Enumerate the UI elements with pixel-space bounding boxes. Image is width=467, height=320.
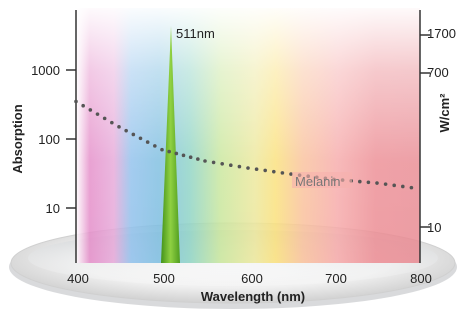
y-right-tick-1700: 1700 [427, 26, 456, 41]
right-ticks [420, 34, 430, 228]
melanin-dot [263, 168, 268, 173]
melanin-dot [124, 128, 128, 133]
melanin-dot [280, 171, 285, 175]
melanin-dot [220, 161, 224, 166]
melanin-dot [181, 153, 186, 158]
melanin-dot [196, 157, 200, 161]
y-right-label: W/cm² [437, 93, 452, 133]
x-tick-800: 800 [410, 271, 432, 286]
melanin-dot [138, 136, 143, 141]
melanin-dot [203, 159, 207, 163]
y-right-tick-700: 700 [427, 65, 449, 80]
melanin-dot [110, 120, 114, 125]
melanin-dot [392, 183, 397, 188]
x-axis-label: Wavelength (nm) [201, 289, 305, 304]
melanin-label: Melanin [295, 174, 341, 189]
melanin-dot [383, 182, 388, 186]
melanin-dot [160, 147, 164, 152]
y-left-tick-1000: 1000 [31, 63, 60, 78]
melanin-dot [88, 108, 93, 112]
laser-label: 511nm [176, 26, 215, 41]
melanin-dot [272, 169, 276, 174]
melanin-dot [401, 184, 405, 189]
y-left-tick-10: 10 [46, 201, 60, 216]
melanin-dot [229, 163, 233, 167]
melanin-dot [145, 140, 150, 144]
melanin-dot [409, 185, 414, 190]
x-tick-500: 500 [153, 271, 175, 286]
melanin-dot [81, 103, 85, 108]
melanin-dot [102, 116, 107, 121]
y-right-tick-10: 10 [427, 220, 441, 235]
melanin-dot [131, 132, 136, 137]
melanin-dot [188, 155, 193, 160]
melanin-dot [167, 149, 171, 154]
melanin-dot [95, 112, 100, 116]
melanin-dot [375, 181, 379, 185]
x-tick-700: 700 [325, 271, 347, 286]
melanin-dot [246, 166, 250, 170]
melanin-dot [153, 144, 157, 148]
x-tick-400: 400 [67, 271, 89, 286]
melanin-dot [174, 151, 179, 156]
melanin-dot [74, 99, 78, 104]
x-tick-600: 600 [241, 271, 263, 286]
melanin-dot [289, 172, 293, 176]
melanin-dot [358, 179, 362, 184]
y-left-label: Absorption [10, 104, 25, 173]
spectrum-background [76, 8, 420, 263]
y-left-tick-100: 100 [38, 132, 60, 147]
laser-line-511nm [161, 26, 180, 263]
melanin-dot [366, 180, 371, 185]
left-ticks [66, 69, 76, 209]
melanin-label-bg [292, 172, 352, 188]
melanin-dot [254, 167, 259, 172]
melanin-dot [117, 125, 121, 129]
melanin-dot [211, 160, 216, 165]
melanin-dot [237, 164, 242, 169]
